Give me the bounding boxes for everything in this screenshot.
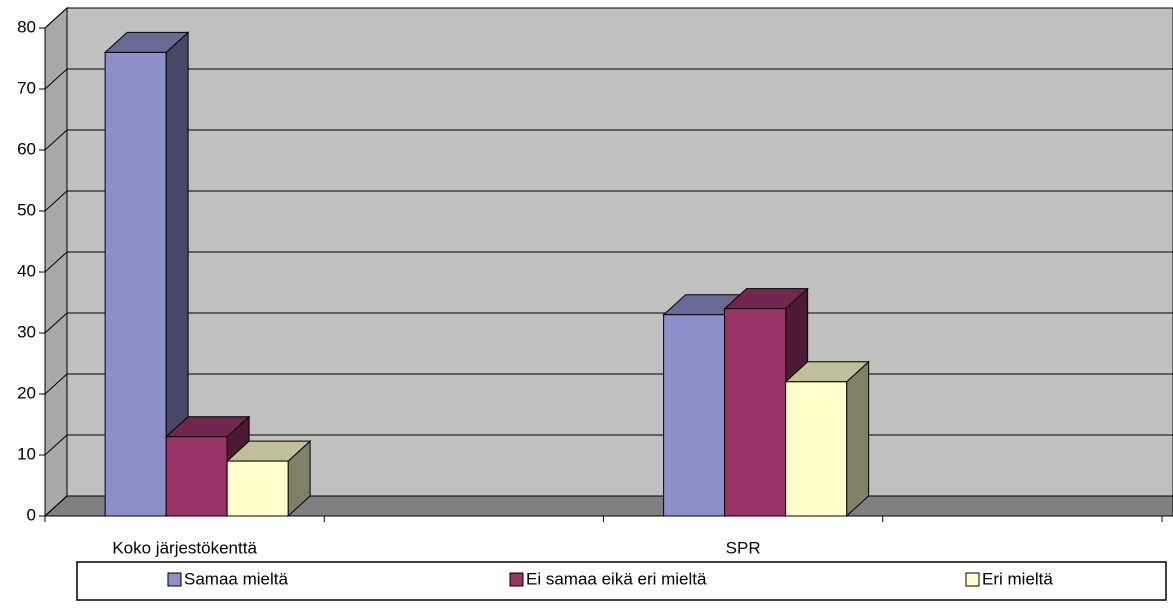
grid-line — [44, 68, 68, 90]
bar — [226, 460, 289, 517]
y-tick-label: 70 — [17, 78, 36, 97]
grid-line — [44, 251, 68, 273]
bar — [663, 314, 726, 517]
y-tick-label: 50 — [17, 200, 36, 219]
bar-side — [846, 360, 870, 518]
legend-label: Eri mieltä — [982, 569, 1053, 588]
bar — [724, 308, 787, 517]
grid-line — [44, 373, 68, 395]
y-tick-label: 30 — [17, 322, 36, 341]
x-tick-label: Koko järjestökenttä — [112, 538, 257, 557]
grid-line — [44, 312, 68, 334]
grid-line — [44, 129, 68, 151]
y-tick-label: 60 — [17, 139, 36, 158]
grid-line — [44, 434, 68, 456]
legend-label: Ei samaa eikä eri mieltä — [526, 569, 707, 588]
legend-swatch — [509, 572, 524, 587]
bar — [104, 51, 167, 517]
y-tick-label: 0 — [27, 505, 36, 524]
grid-line — [44, 7, 68, 29]
grid-line — [44, 190, 68, 212]
y-tick-label: 10 — [17, 444, 36, 463]
legend-label: Samaa mieltä — [184, 569, 288, 588]
y-tick-label: 20 — [17, 383, 36, 402]
legend-swatch — [167, 572, 182, 587]
y-tick-label: 40 — [17, 261, 36, 280]
x-tick-label: SPR — [726, 538, 761, 557]
bar — [165, 436, 228, 517]
grid-line — [44, 495, 68, 517]
y-tick-label: 80 — [17, 17, 36, 36]
legend-swatch — [965, 572, 980, 587]
bar — [785, 381, 848, 517]
legend-box — [76, 561, 1167, 601]
